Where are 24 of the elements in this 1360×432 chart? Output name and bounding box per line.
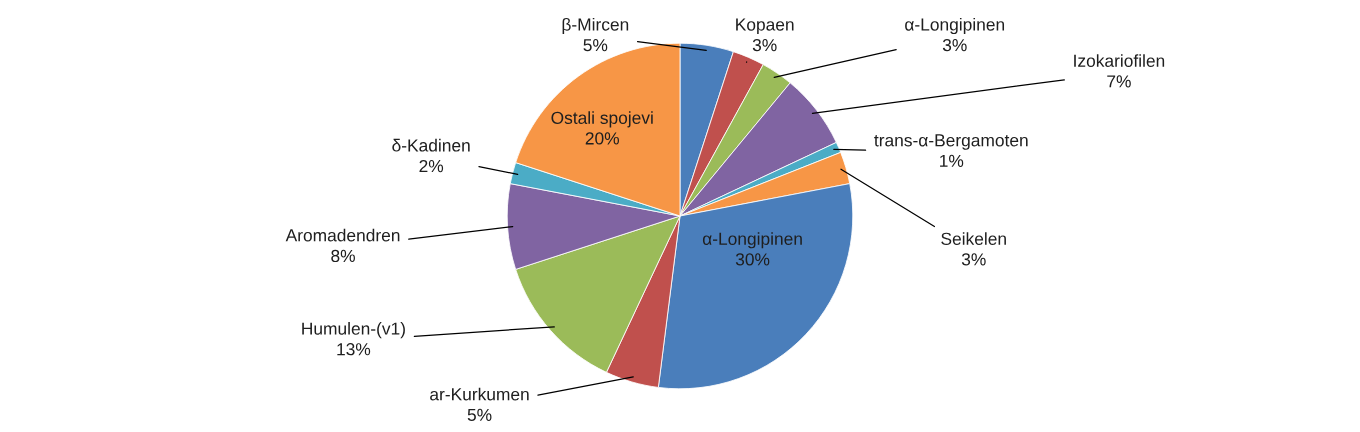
data-label: 20%: [585, 132, 619, 145]
data-label: 30%: [735, 253, 770, 266]
slice-label: Seikelen: [941, 232, 1006, 245]
data-label: 5%: [583, 39, 608, 52]
slice-label: Izokariofilen: [1074, 54, 1165, 67]
slice-label: Kopaen: [736, 18, 794, 35]
data-label: 1%: [940, 154, 964, 167]
slice-label: α-Longipinen: [905, 17, 1005, 35]
slice-label: Aromadendren: [285, 228, 400, 242]
data-label: 3%: [752, 38, 777, 52]
data-label: 2%: [419, 159, 444, 173]
slice-label: Humulen-(v1): [302, 322, 405, 339]
slice-label: trans-α-Bergamoten: [874, 134, 1028, 150]
data-label: 5%: [467, 408, 492, 422]
slice-label: δ-Kadinen: [392, 138, 470, 152]
data-label: 13%: [337, 343, 371, 356]
data-label: 7%: [1107, 75, 1131, 88]
data-label: 8%: [331, 249, 355, 263]
slice-label: β-Mircen: [562, 17, 629, 35]
slice-label: Ostali spojevi: [551, 111, 653, 128]
slice-label: α-Longipinen: [702, 232, 802, 249]
slice-label: ar-Kurkumen: [430, 387, 529, 401]
data-label: 3%: [961, 253, 986, 266]
data-label: 3%: [942, 38, 967, 52]
